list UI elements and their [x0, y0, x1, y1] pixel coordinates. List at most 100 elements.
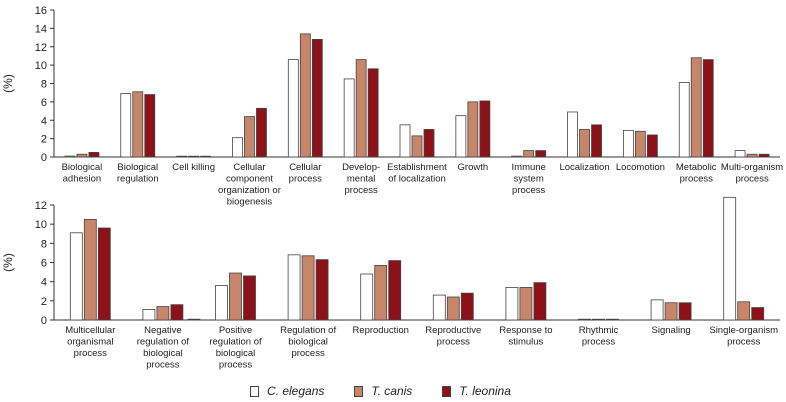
bar-t-canis-multi-organism-process [746, 153, 758, 158]
bar-t-canis-biological-regulation [132, 91, 144, 158]
bar-t-leonina-cellular-component-organization-or-biogenesis [256, 107, 267, 158]
y-tick-label: 0 [41, 315, 47, 327]
category-label-response-to-stimulus: Response to stimulus [499, 325, 552, 348]
legend-label-t-canis: T. canis [371, 384, 413, 398]
top-bar-chart: 0 2 4 6 8 10 12 14 16 (%) Biological adhesion Biolog… [1, 5, 783, 208]
bar-c-elegans-localization [567, 111, 578, 158]
bar-t-canis-negative-regulation-of-biological-process [156, 306, 170, 321]
bar-c-elegans-biological-regulation [120, 93, 132, 158]
y-tick-label: 2 [41, 296, 47, 308]
bar-c-elegans-immune-system-process [511, 155, 523, 158]
bar-c-elegans-establishment-of-localization [399, 124, 411, 158]
category-label-localization: Localization [559, 162, 609, 173]
bar-t-leonina-reproduction [388, 260, 402, 321]
bar-t-canis-biological-adhesion [76, 153, 88, 158]
bar-c-elegans-reproductive-process [432, 294, 446, 321]
bar-t-leonina-growth [479, 100, 491, 158]
bar-c-elegans-cellular-process [287, 59, 299, 158]
bar-t-canis-cellular-component-organization-or-biogenesis [244, 116, 255, 158]
category-label-rhythmic-process: Rhythmic process [579, 325, 619, 348]
bar-t-leonina-positive-regulation-of-biological-process [243, 275, 256, 321]
bar-t-canis-reproductive-process [446, 296, 460, 321]
bar-c-elegans-cell-killing [176, 155, 188, 158]
bar-t-leonina-immune-system-process [535, 150, 547, 158]
y-axis-label: (%) [1, 253, 15, 272]
bar-t-canis-signaling [664, 302, 678, 321]
category-label-establishment-of-localization: Establishment of localization [387, 162, 447, 185]
category-label-reproduction: Reproduction [352, 325, 409, 336]
y-tick-label: 10 [35, 219, 47, 231]
legend: C. elegans T. canis T. leonina [250, 382, 541, 400]
extra-bar-mark [187, 318, 201, 321]
bar-t-canis-multicellular-organismal-process [83, 218, 97, 321]
bar-t-canis-reproduction [374, 264, 388, 321]
y-tick-label: 6 [41, 258, 47, 270]
bar-t-leonina-multi-organism-process [758, 153, 770, 158]
bar-c-elegans-positive-regulation-of-biological-process [215, 285, 228, 321]
bar-c-elegans-regulation-of-biological-process [287, 254, 301, 321]
bar-t-leonina-reproductive-process [460, 292, 474, 321]
legend-label-t-leonina: T. leonina [459, 384, 511, 398]
bar-c-elegans-negative-regulation-of-biological-process [142, 309, 156, 321]
bar-t-leonina-single-organism-process [751, 307, 765, 321]
category-label-biological-adhesion: Biological adhesion [62, 162, 103, 185]
bar-t-canis-metabolic-process [690, 57, 702, 158]
bar-t-canis-cell-killing [188, 155, 200, 158]
bar-t-canis-positive-regulation-of-biological-process [229, 272, 242, 321]
bar-t-leonina-biological-adhesion [88, 152, 100, 158]
legend-swatch-t-canis [354, 385, 364, 397]
bar-t-leonina-rhythmic-process [606, 318, 619, 321]
legend-swatch-c-elegans [250, 385, 259, 397]
bar-t-canis-growth [467, 101, 479, 158]
bar-t-leonina-response-to-stimulus [533, 282, 547, 321]
bar-c-elegans-metabolic-process [678, 82, 690, 158]
bar-t-leonina-metabolic-process [702, 59, 714, 158]
y-tick-label: 12 [35, 42, 47, 54]
y-tick-label: 4 [41, 277, 47, 289]
bar-t-leonina-develop-mental-process [367, 68, 379, 158]
y-tick-label: 0 [41, 152, 47, 164]
bar-c-elegans-multi-organism-process [734, 150, 746, 158]
y-tick-label: 14 [35, 23, 47, 35]
bar-t-canis-cellular-process [299, 33, 311, 158]
bar-t-canis-develop-mental-process [355, 59, 367, 158]
bar-c-elegans-locomotion [622, 129, 634, 158]
bar-c-elegans-multicellular-organismal-process [69, 232, 83, 321]
category-label-biological-regulation: Biological regulation [117, 162, 159, 185]
y-tick-label: 8 [41, 79, 47, 91]
bar-t-canis-immune-system-process [523, 150, 535, 158]
legend-item-c-elegans: C. elegans [250, 384, 324, 398]
bar-t-leonina-localization [591, 124, 602, 158]
bar-t-leonina-regulation-of-biological-process [315, 259, 329, 321]
bar-t-leonina-locomotion [646, 134, 658, 158]
bar-c-elegans-response-to-stimulus [505, 287, 519, 321]
category-label-positive-regulation-of-biological-process: Positive regulation of biological process [209, 325, 262, 371]
category-label-cell-killing: Cell killing [172, 162, 215, 173]
bar-c-elegans-rhythmic-process [578, 318, 591, 321]
y-tick-label: 2 [41, 134, 47, 146]
category-label-metabolic-process: Metabolic process [676, 162, 717, 185]
bar-c-elegans-single-organism-process [723, 196, 737, 321]
bar-c-elegans-reproduction [360, 273, 374, 321]
bar-c-elegans-signaling [650, 299, 664, 321]
bar-c-elegans-biological-adhesion [64, 155, 76, 158]
category-label-negative-regulation-of-biological-process: Negative regulation of biological process [137, 325, 190, 371]
bar-c-elegans-cellular-component-organization-or-biogenesis [232, 137, 243, 158]
bottom-bar-chart: 0 2 4 6 8 10 12 (%) Multicellular organismal proce… [1, 196, 780, 371]
category-label-growth: Growth [458, 162, 489, 173]
bar-t-canis-regulation-of-biological-process [301, 255, 315, 321]
bar-t-leonina-biological-regulation [144, 94, 156, 158]
y-tick-label: 12 [35, 200, 47, 212]
bar-t-canis-locomotion [634, 130, 646, 158]
y-tick-label: 10 [35, 60, 47, 72]
category-label-multi-organism-process: Multi-organism process [721, 162, 783, 185]
category-label-single-organism-process: Single-organism process [709, 325, 778, 348]
category-label-locomotion: Locomotion [616, 162, 665, 173]
category-label-cellular-process: Cellular process [289, 162, 323, 185]
category-label-signaling: Signaling [652, 325, 691, 336]
category-label-reproductive-process: Reproductive process [425, 325, 481, 348]
bar-t-leonina-signaling [678, 302, 692, 321]
legend-swatch-t-leonina [442, 385, 452, 397]
bar-t-canis-localization [579, 129, 590, 158]
